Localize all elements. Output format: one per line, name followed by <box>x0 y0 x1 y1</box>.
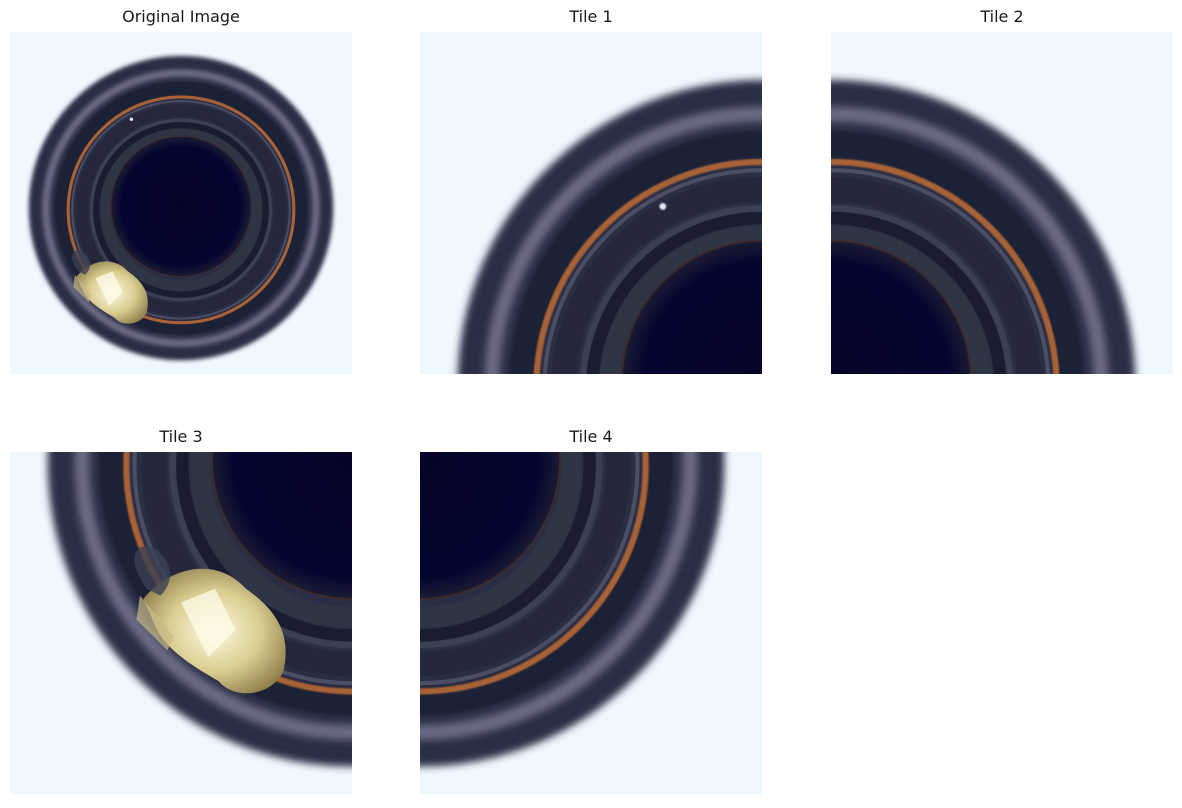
original-image <box>10 32 352 374</box>
tile-2-image <box>831 32 1173 374</box>
panel-title-tile-3: Tile 3 <box>159 427 203 446</box>
panel-title-tile-2: Tile 2 <box>980 7 1024 26</box>
tile-3-image <box>10 452 352 794</box>
panel-title-original: Original Image <box>122 7 240 26</box>
panel-title-tile-4: Tile 4 <box>569 427 613 446</box>
panel-title-tile-1: Tile 1 <box>569 7 613 26</box>
tile-4-image <box>420 452 762 794</box>
tile-1-image <box>420 32 762 374</box>
